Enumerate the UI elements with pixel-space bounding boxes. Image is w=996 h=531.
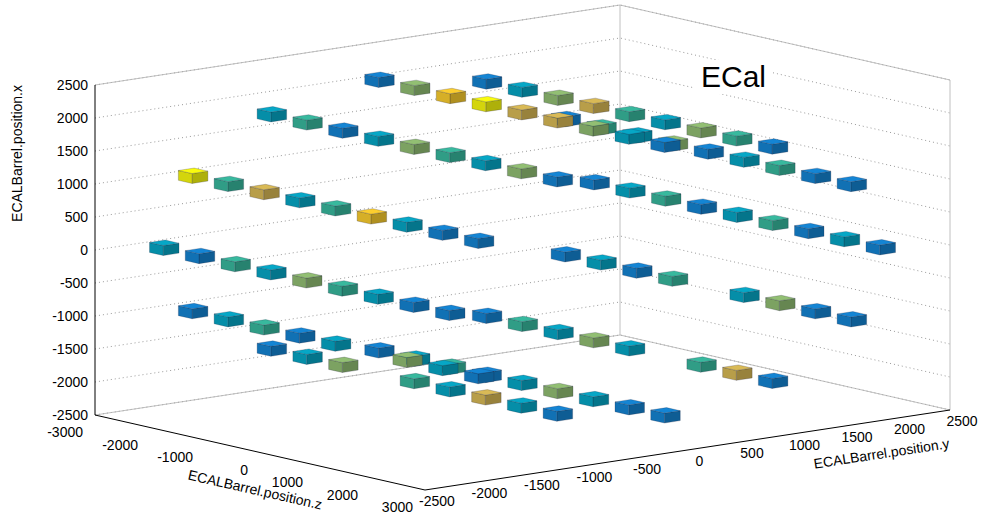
svg-text:-500: -500 (60, 275, 88, 291)
svg-text:0: 0 (80, 242, 88, 258)
svg-text:1000: 1000 (271, 474, 303, 490)
svg-text:2000: 2000 (327, 487, 358, 503)
svg-text:0: 0 (696, 453, 704, 469)
svg-text:-1500: -1500 (52, 341, 88, 357)
svg-text:-3000: -3000 (47, 424, 83, 440)
svg-text:-500: -500 (633, 461, 661, 477)
svg-text:-2000: -2000 (102, 437, 138, 453)
svg-text:3000: 3000 (382, 499, 413, 515)
html-text:ECal: ECal (701, 60, 766, 93)
svg-text:-2000: -2000 (52, 374, 88, 390)
svg-text:ECALBarrel.position.x: ECALBarrel.position.x (9, 85, 25, 222)
svg-text:ECALBarrel.position.z: ECALBarrel.position.z (187, 467, 324, 513)
svg-text:2000: 2000 (57, 110, 88, 126)
svg-text:-1000: -1000 (52, 308, 88, 324)
svg-text:2500: 2500 (946, 413, 977, 429)
svg-text:-2500: -2500 (419, 493, 455, 509)
svg-text:-1500: -1500 (524, 477, 560, 493)
svg-text:1500: 1500 (57, 143, 88, 159)
svg-text:500: 500 (740, 445, 764, 461)
svg-text:-2000: -2000 (472, 485, 508, 501)
svg-text:2500: 2500 (57, 77, 88, 93)
svg-text:2000: 2000 (894, 421, 925, 437)
svg-text:1500: 1500 (841, 429, 872, 445)
svg-text:500: 500 (65, 209, 89, 225)
svg-text:ECALBarrel.position.y: ECALBarrel.position.y (813, 435, 951, 471)
svg-text:-1000: -1000 (577, 469, 613, 485)
svg-text:-1000: -1000 (157, 449, 193, 465)
svg-text:-2500: -2500 (52, 407, 88, 423)
svg-text:1000: 1000 (57, 176, 88, 192)
svg-text:1000: 1000 (789, 437, 820, 453)
svg-text:0: 0 (240, 462, 248, 478)
